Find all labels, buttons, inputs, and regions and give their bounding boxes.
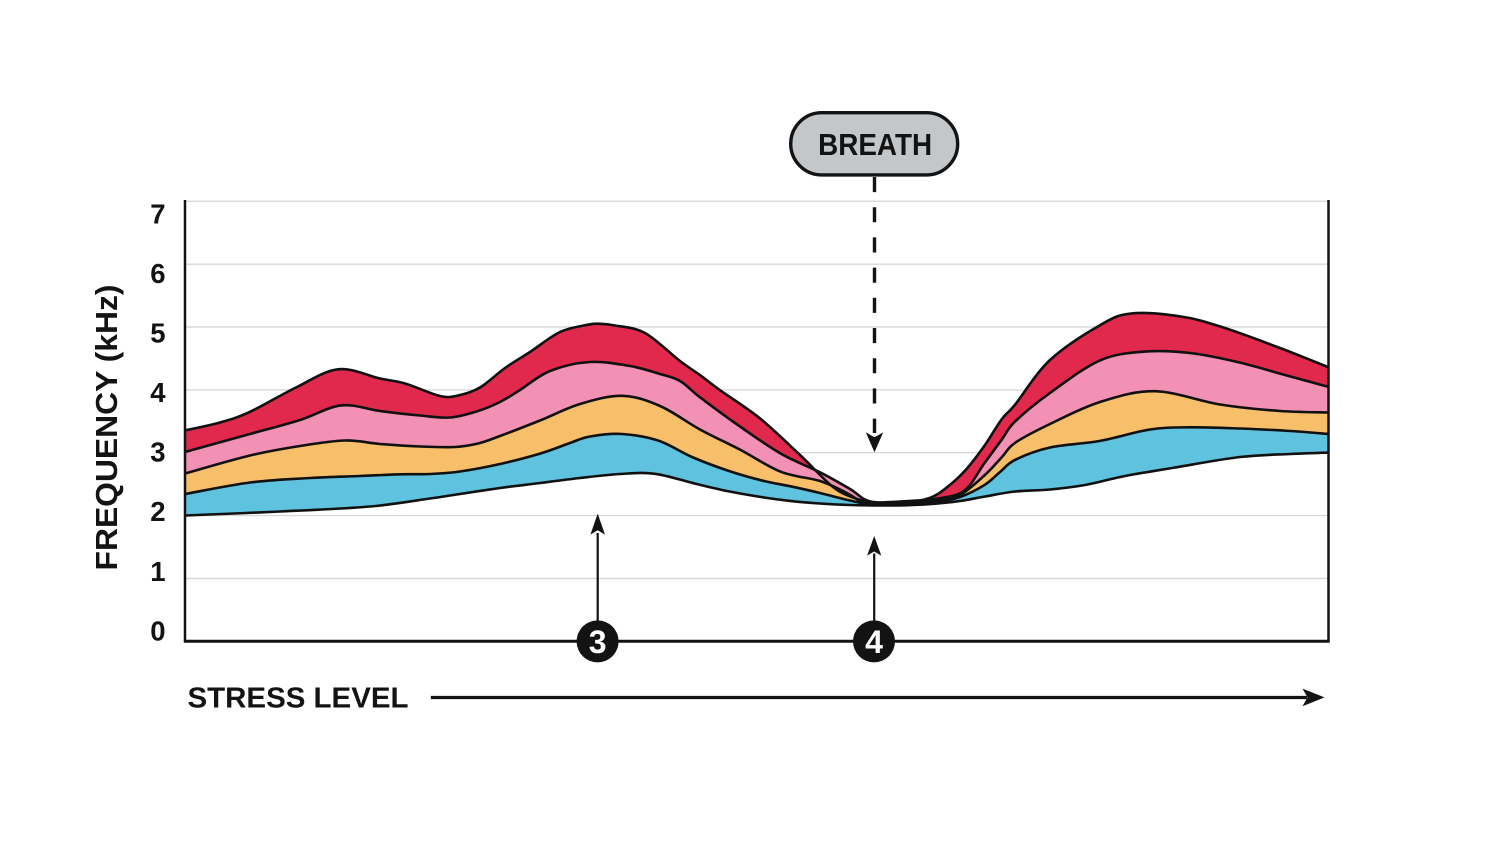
svg-text:1: 1 [150,556,165,587]
svg-text:STRESS LEVEL: STRESS LEVEL [188,683,409,715]
svg-text:0: 0 [150,615,165,646]
svg-text:4: 4 [865,624,883,660]
svg-text:7: 7 [150,198,165,229]
svg-text:4: 4 [150,377,166,408]
svg-text:2: 2 [150,496,165,527]
svg-text:BREATH: BREATH [818,127,932,162]
svg-text:3: 3 [150,437,165,468]
svg-text:3: 3 [589,624,607,660]
svg-text:5: 5 [150,318,165,349]
svg-text:6: 6 [150,258,165,289]
svg-text:FREQUENCY (kHz): FREQUENCY (kHz) [89,285,124,571]
